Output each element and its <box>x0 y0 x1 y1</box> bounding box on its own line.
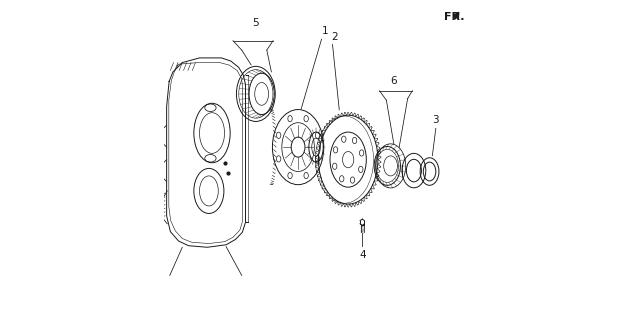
Text: 6: 6 <box>390 76 397 86</box>
Text: 3: 3 <box>432 115 438 125</box>
Text: 1: 1 <box>321 26 328 36</box>
Text: 2: 2 <box>332 32 339 42</box>
Text: 5: 5 <box>253 18 259 28</box>
Text: FR.: FR. <box>444 12 464 22</box>
Text: 4: 4 <box>359 250 365 260</box>
